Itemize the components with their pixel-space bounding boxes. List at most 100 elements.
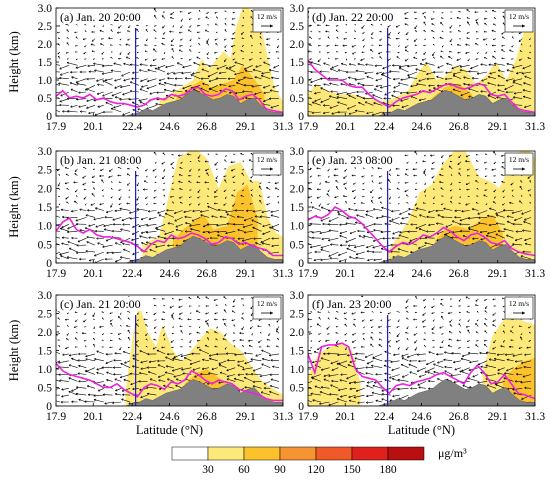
wind-arrow bbox=[108, 175, 113, 178]
y-axis-label: Height (km) bbox=[7, 176, 21, 237]
wind-arrow bbox=[244, 377, 253, 382]
wind-arrow bbox=[488, 76, 497, 79]
wind-arrow bbox=[148, 237, 157, 239]
wind-arrow bbox=[509, 49, 514, 53]
wind-arrow-head bbox=[85, 214, 88, 216]
wind-arrow bbox=[153, 8, 157, 13]
wind-arrow-head bbox=[152, 169, 154, 172]
y-tick-label: 3.0 bbox=[38, 146, 53, 158]
wind-arrow-head bbox=[123, 378, 126, 380]
wind-arrow-head bbox=[61, 388, 64, 390]
wind-arrow-head bbox=[272, 365, 275, 367]
wind-arrow-head bbox=[66, 58, 68, 60]
wind-arrow-head bbox=[104, 402, 107, 404]
wind-arrow-head bbox=[426, 72, 429, 75]
wind-arrow-head bbox=[138, 99, 141, 101]
wind-arrow bbox=[115, 388, 122, 392]
wind-arrow-head bbox=[506, 62, 509, 64]
wind-arrow bbox=[99, 326, 104, 328]
wind-arrow-head bbox=[428, 84, 431, 87]
wind-arrow-head bbox=[61, 225, 64, 228]
wind-arrow-head bbox=[52, 363, 53, 365]
wind-arrow bbox=[105, 360, 113, 364]
wind-arrow bbox=[189, 224, 201, 227]
wind-arrow-head bbox=[217, 208, 220, 211]
wind-arrow-head bbox=[109, 320, 111, 322]
wind-arrow-head bbox=[105, 210, 108, 213]
wind-arrow-head bbox=[102, 94, 104, 97]
wind-arrow-head bbox=[465, 51, 467, 54]
wind-arrow-head bbox=[340, 83, 343, 85]
wind-arrow-head bbox=[456, 58, 459, 61]
wind-arrow bbox=[114, 352, 122, 355]
wind-arrow bbox=[67, 241, 78, 246]
wind-arrow-head bbox=[275, 51, 278, 53]
wind-arrow bbox=[85, 214, 96, 218]
wind-arrow-head bbox=[202, 82, 205, 84]
wind-arrow-head bbox=[242, 90, 245, 92]
wind-arrow-head bbox=[146, 366, 150, 368]
wind-arrow bbox=[242, 367, 253, 370]
wind-arrow bbox=[413, 57, 418, 59]
wind-arrow-head bbox=[261, 242, 264, 244]
wind-arrow-head bbox=[384, 93, 387, 96]
wind-arrow-head bbox=[309, 24, 311, 26]
wind-arrow-head bbox=[93, 217, 96, 220]
wind-arrow bbox=[468, 88, 479, 93]
wind-arrow-head bbox=[146, 86, 149, 89]
wind-arrow-head bbox=[259, 51, 261, 53]
wind-arrow-head bbox=[95, 207, 98, 209]
wind-arrow-head bbox=[383, 97, 386, 99]
wind-arrow-head bbox=[348, 83, 351, 85]
wind-arrow-head bbox=[75, 219, 78, 221]
wind-arrow bbox=[164, 89, 174, 93]
wind-arrow bbox=[242, 237, 253, 242]
wind-arrow bbox=[477, 71, 488, 75]
wind-arrow bbox=[139, 101, 148, 106]
wind-reference-label: 12 m/s bbox=[257, 12, 277, 21]
wind-arrow bbox=[491, 30, 497, 33]
wind-arrow bbox=[152, 346, 157, 350]
wind-arrow-head bbox=[120, 256, 123, 258]
wind-arrow bbox=[319, 71, 330, 73]
wind-arrow-head bbox=[161, 318, 164, 320]
wind-arrow bbox=[69, 353, 78, 356]
wind-arrow-head bbox=[239, 332, 242, 334]
wind-arrow-head bbox=[67, 227, 69, 229]
wind-arrow-head bbox=[326, 45, 328, 47]
wind-arrow bbox=[522, 89, 532, 93]
wind-arrow-head bbox=[250, 358, 253, 360]
wind-arrow-head bbox=[216, 352, 219, 355]
wind-arrow bbox=[308, 90, 313, 93]
wind-arrow bbox=[225, 210, 236, 213]
wind-arrow-head bbox=[252, 210, 255, 212]
wind-arrow bbox=[130, 81, 139, 86]
wind-arrow bbox=[244, 65, 253, 70]
wind-arrow bbox=[219, 216, 227, 218]
wind-arrow-head bbox=[92, 168, 94, 170]
wind-arrow bbox=[119, 208, 131, 211]
wind-arrow-head bbox=[93, 398, 96, 400]
wind-arrow-head bbox=[206, 223, 209, 225]
wind-arrow-head bbox=[513, 92, 516, 94]
wind-arrow bbox=[76, 98, 87, 100]
wind-arrow-head bbox=[206, 42, 209, 44]
wind-arrow-head bbox=[382, 72, 385, 74]
wind-arrow-head bbox=[135, 37, 138, 39]
wind-arrow bbox=[82, 175, 87, 179]
wind-arrow-head bbox=[273, 66, 275, 69]
wind-arrow-head bbox=[76, 82, 79, 84]
wind-arrow bbox=[262, 231, 271, 235]
wind-arrow bbox=[65, 196, 69, 200]
wind-arrow bbox=[75, 65, 87, 69]
wind-arrow-head bbox=[102, 393, 105, 395]
wind-arrow-head bbox=[404, 17, 407, 19]
wind-arrow-head bbox=[226, 368, 229, 371]
wind-arrow bbox=[196, 56, 201, 59]
wind-arrow bbox=[199, 349, 210, 355]
wind-arrow-head bbox=[208, 372, 211, 374]
wind-arrow bbox=[157, 65, 166, 69]
wind-arrow bbox=[85, 353, 96, 357]
x-tick-label: 17.9 bbox=[46, 268, 66, 280]
wind-arrow-head bbox=[305, 102, 306, 104]
